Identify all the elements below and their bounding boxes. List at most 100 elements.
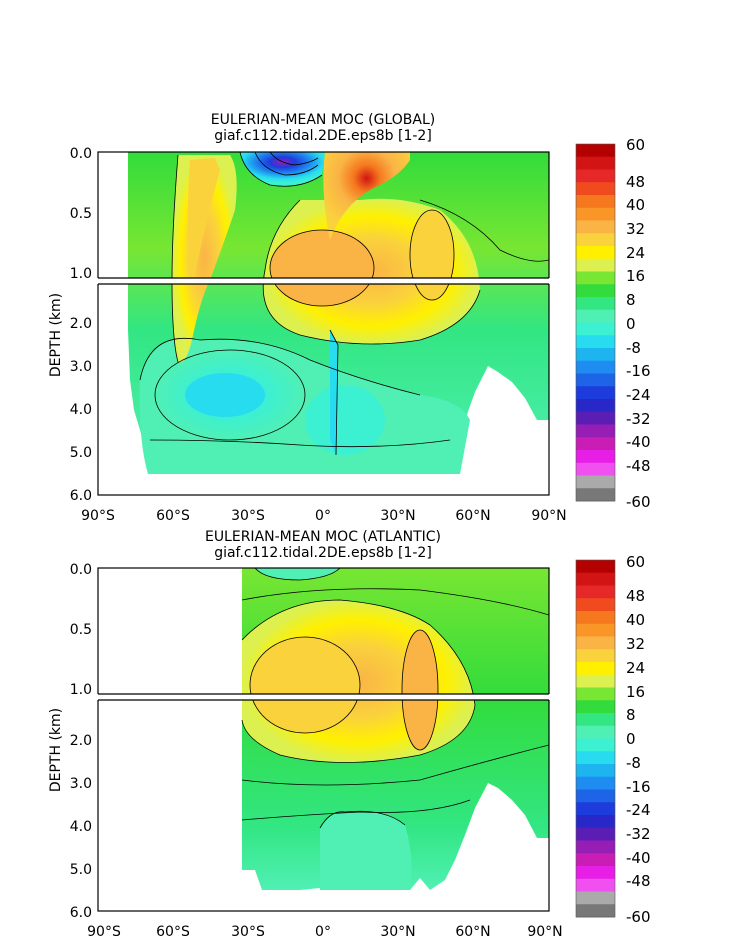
global-colorbar-swatch — [576, 322, 615, 336]
global-surface-negative — [240, 152, 325, 187]
atlantic-cb-tick: 48 — [626, 587, 645, 605]
global-colorbar-swatch — [576, 207, 615, 221]
global-ytick: 2.0 — [70, 316, 92, 332]
atlantic-cell-core-north — [402, 630, 438, 750]
global-colorbar-swatch — [576, 450, 615, 464]
atlantic-ytick: 3.0 — [70, 776, 92, 792]
atlantic-cb-tick: -40 — [626, 849, 651, 867]
atlantic-ytick: 2.0 — [70, 733, 92, 749]
global-cb-tick: -32 — [626, 410, 651, 428]
atlantic-colorbar-swatch — [576, 904, 615, 918]
atlantic-xtick: 0° — [315, 924, 331, 940]
global-cb-tick: 0 — [626, 315, 636, 333]
atlantic-colorbar-swatch — [576, 700, 615, 714]
global-contours — [139, 152, 549, 456]
atlantic-xtick: 30°N — [380, 924, 415, 940]
atlantic-xtick: 30°S — [231, 924, 265, 940]
atlantic-colorbar-swatch — [576, 802, 615, 816]
atlantic-cb-tick: 40 — [626, 611, 645, 629]
atlantic-colorbar-swatch — [576, 866, 615, 880]
global-xtick: 90°N — [531, 508, 566, 524]
global-cb-tick: -24 — [626, 386, 651, 404]
global-xtick: 30°S — [231, 508, 265, 524]
atlantic-cb-tick: -16 — [626, 778, 651, 796]
global-deep-cell-core — [185, 373, 265, 417]
global-cb-tick: 40 — [626, 196, 645, 214]
atlantic-cell-core-south — [250, 637, 360, 733]
global-colorbar — [575, 143, 616, 502]
atlantic-colorbar-swatch — [576, 598, 615, 612]
global-cb-tick: -40 — [626, 433, 651, 451]
global-ytick: 1.0 — [70, 266, 92, 282]
global-cb-tick: -8 — [626, 339, 641, 357]
atlantic-colorbar-swatch — [576, 687, 615, 701]
global-colorbar-swatch — [576, 475, 615, 489]
global-colorbar-swatch — [576, 424, 615, 438]
global-y-label: DEPTH (km) — [48, 293, 64, 377]
global-colorbar-swatch — [576, 156, 615, 170]
global-ytick: 5.0 — [70, 445, 92, 461]
global-colorbar-swatch — [576, 144, 615, 158]
global-y-axis: 0.0 0.5 1.0 2.0 3.0 4.0 5.0 6.0 DEPTH (k… — [48, 146, 92, 504]
panel-atlantic-title: EULERIAN-MEAN MOC (ATLANTIC) — [205, 529, 441, 545]
atlantic-cb-tick: 24 — [626, 659, 645, 677]
panel-global: EULERIAN-MEAN MOC (GLOBAL) giaf.c112.tid… — [48, 112, 651, 524]
global-colorbar-swatch — [576, 195, 615, 209]
global-cb-tick: 32 — [626, 220, 645, 238]
global-xtick: 0° — [315, 508, 331, 524]
panel-atlantic-subtitle: giaf.c112.tidal.2DE.eps8b [1-2] — [214, 545, 432, 561]
global-cb-tick: 24 — [626, 244, 645, 262]
global-colorbar-swatch — [576, 169, 615, 183]
global-colorbar-swatch — [576, 309, 615, 323]
atlantic-colorbar-swatch — [576, 853, 615, 867]
global-ytick: 0.0 — [70, 146, 92, 162]
atlantic-colorbar-swatch — [576, 725, 615, 739]
global-colorbar-swatch — [576, 220, 615, 234]
global-colorbar-swatch — [576, 233, 615, 247]
global-colorbar-swatch — [576, 348, 615, 362]
global-cb-tick: -60 — [626, 493, 651, 511]
atlantic-y-axis: 0.0 0.5 1.0 2.0 3.0 4.0 5.0 6.0 DEPTH (k… — [48, 562, 92, 921]
atlantic-deep-negative — [320, 811, 412, 890]
atlantic-colorbar-swatch — [576, 776, 615, 790]
global-colorbar-ticks: 60 48 40 32 24 16 8 0 -8 -16 -24 -32 -40… — [626, 136, 651, 511]
atlantic-plot-frame — [97, 567, 550, 912]
global-colorbar-swatch — [576, 462, 615, 476]
global-equator-spike — [330, 330, 338, 455]
global-southern-cell-core — [187, 158, 220, 285]
atlantic-colorbar-swatch — [576, 674, 615, 688]
atlantic-ytick: 4.0 — [70, 819, 92, 835]
atlantic-cb-tick: 32 — [626, 635, 645, 653]
atlantic-cb-tick: 16 — [626, 683, 645, 701]
atlantic-ytick: 1.0 — [70, 682, 92, 698]
atlantic-x-axis: 90°S 60°S 30°S 0° 30°N 60°N 90°N — [87, 924, 563, 940]
atlantic-ytick: 0.5 — [70, 622, 92, 638]
atlantic-ytick: 0.0 — [70, 562, 92, 578]
atlantic-xtick: 90°N — [527, 924, 562, 940]
global-colorbar-swatch — [576, 437, 615, 451]
atlantic-colorbar-swatch — [576, 636, 615, 650]
global-ytick: 6.0 — [70, 488, 92, 504]
panel-global-title: EULERIAN-MEAN MOC (GLOBAL) — [211, 112, 436, 128]
atlantic-xtick: 60°S — [156, 924, 190, 940]
global-surface-positive — [323, 152, 410, 240]
global-ytick: 4.0 — [70, 402, 92, 418]
global-equator-deep — [305, 385, 385, 455]
atlantic-cb-tick: 60 — [626, 553, 645, 571]
global-xtick: 60°N — [455, 508, 490, 524]
global-ytick: 0.5 — [70, 206, 92, 222]
global-colorbar-swatch — [576, 411, 615, 425]
atlantic-colorbar-ticks: 60 48 40 32 24 16 8 0 -8 -16 -24 -32 -40… — [626, 553, 651, 926]
global-cb-tick: -48 — [626, 457, 651, 475]
global-plot-frame — [97, 151, 550, 496]
atlantic-depth-break — [97, 694, 550, 700]
atlantic-colorbar — [575, 559, 616, 918]
global-colorbar-swatch — [576, 258, 615, 272]
global-xtick: 90°S — [81, 508, 115, 524]
atlantic-colorbar-swatch — [576, 827, 615, 841]
atlantic-colorbar-swatch — [576, 611, 615, 625]
atlantic-colorbar-swatch — [576, 738, 615, 752]
global-colorbar-frame — [575, 143, 616, 502]
atlantic-xtick: 60°N — [455, 924, 490, 940]
